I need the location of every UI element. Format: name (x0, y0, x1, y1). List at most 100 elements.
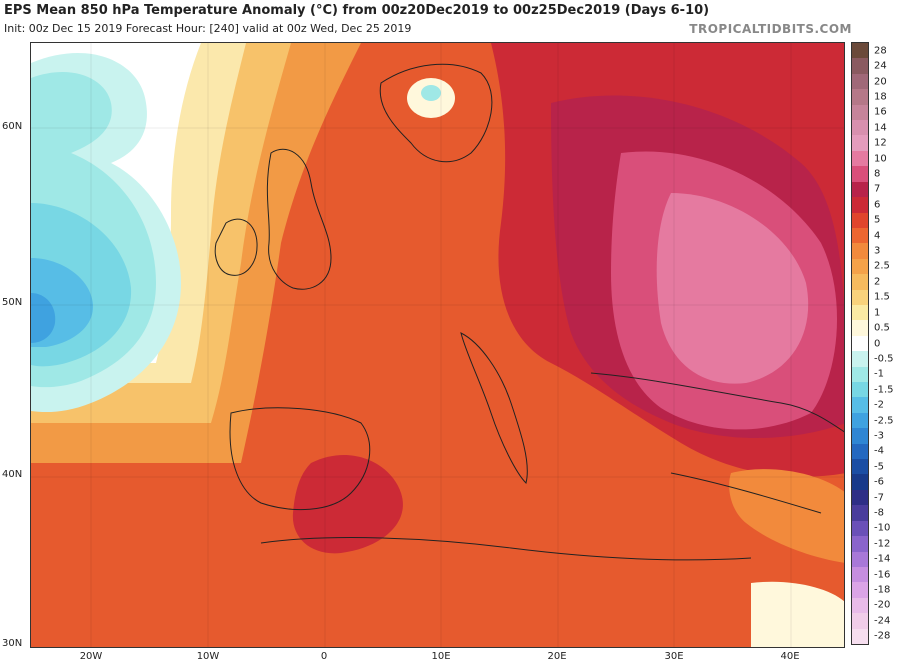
colorbar-label: -2.5 (874, 415, 894, 427)
colorbar-swatch (852, 382, 868, 398)
middle-east-light-patch (751, 581, 844, 647)
colorbar-swatch (852, 258, 868, 275)
colorbar-label: -2 (874, 399, 884, 411)
lon-label-40e: 40E (780, 651, 800, 662)
italy-outline (460, 332, 528, 484)
colorbar-label: 24 (874, 60, 887, 72)
colorbar-swatch (852, 274, 868, 291)
lon-label-10e: 10E (431, 651, 451, 662)
map-subtitle: Init: 00z Dec 15 2019 Forecast Hour: [24… (4, 22, 412, 35)
brand-watermark[interactable]: TROPICALTIDBITS.COM (689, 22, 852, 36)
lat-label-60n: 60N (2, 121, 23, 132)
lat-label-30n: 30N (2, 638, 23, 649)
colorbar-swatch (852, 335, 868, 352)
colorbar-label: -24 (874, 615, 891, 627)
colorbar-label: -1 (874, 368, 884, 380)
colorbar-label: -12 (874, 538, 891, 550)
colorbar-swatch (852, 150, 868, 167)
colorbar-swatch (852, 613, 868, 630)
colorbar (851, 42, 869, 645)
colorbar-label: 1 (874, 307, 881, 319)
colorbar-swatch (852, 366, 868, 383)
colorbar-swatch (852, 304, 868, 321)
colorbar-swatch (852, 73, 868, 90)
colorbar-swatch (852, 597, 868, 614)
colorbar-label: -7 (874, 492, 884, 504)
colorbar-swatch (852, 443, 868, 460)
colorbar-label: 0 (874, 338, 881, 349)
colorbar-swatch (852, 89, 868, 106)
colorbar-swatch (852, 120, 868, 136)
colorbar-label: 14 (874, 122, 887, 134)
colorbar-label: -16 (874, 569, 891, 581)
colorbar-swatch (852, 212, 868, 229)
colorbar-swatch (852, 181, 868, 198)
colorbar-label: -28 (874, 630, 891, 642)
graticule (31, 43, 844, 647)
colorbar-label: -1.5 (874, 384, 894, 396)
coastlines (214, 63, 844, 561)
anomaly-field-cold5 (31, 293, 56, 343)
colorbar-swatch (852, 536, 868, 553)
colorbar-label: 5 (874, 214, 881, 226)
colorbar-swatch (852, 289, 868, 306)
colorbar-swatch (852, 351, 868, 368)
colorbar-swatch (852, 320, 868, 337)
colorbar-label: 10 (874, 153, 887, 165)
lon-label-20e: 20E (547, 651, 567, 662)
colorbar-label: -3 (874, 430, 884, 442)
colorbar-label: 16 (874, 106, 887, 118)
colorbar-label: -20 (874, 599, 891, 611)
lon-label-10w: 10W (196, 651, 220, 662)
north-africa-coast (260, 537, 752, 561)
map-canvas (31, 43, 844, 647)
colorbar-swatch (852, 397, 868, 414)
colorbar-label: -18 (874, 584, 891, 596)
colorbar-label: 3 (874, 245, 881, 257)
colorbar-swatch (852, 582, 868, 599)
colorbar-label: 2.5 (874, 260, 890, 272)
colorbar-label: 7 (874, 183, 881, 195)
colorbar-label: 0.5 (874, 322, 890, 334)
lon-label-20w: 20W (79, 651, 103, 662)
lat-label-40n: 40N (2, 469, 23, 480)
colorbar-swatch (852, 428, 868, 445)
great-britain-outline (266, 148, 332, 290)
colorbar-swatch (852, 489, 868, 506)
colorbar-label: -14 (874, 553, 891, 565)
anomaly-field-pink (656, 193, 809, 384)
colorbar-label: 8 (874, 168, 881, 180)
lon-label-30e: 30E (664, 651, 684, 662)
scandinavia-outline (379, 63, 493, 163)
colorbar-label: -6 (874, 476, 884, 488)
colorbar-swatch (852, 104, 868, 121)
colorbar-swatch (852, 474, 868, 491)
colorbar-label: -5 (874, 461, 884, 473)
colorbar-swatch (852, 43, 868, 59)
colorbar-label: -4 (874, 445, 884, 457)
colorbar-swatch (852, 412, 868, 429)
colorbar-swatch (852, 566, 868, 583)
colorbar-swatch (852, 166, 868, 183)
colorbar-swatch (852, 520, 868, 537)
iberia-outline (229, 407, 371, 511)
anatolia-warm-patch (729, 469, 844, 563)
colorbar-swatch (852, 505, 868, 522)
ireland-outline (214, 218, 258, 276)
colorbar-label: -10 (874, 522, 891, 534)
turkey-coast (670, 472, 822, 514)
anomaly-map (30, 42, 845, 648)
colorbar-label: 28 (874, 45, 887, 57)
colorbar-swatch (852, 135, 868, 152)
colorbar-label: 18 (874, 91, 887, 103)
colorbar-swatch (852, 628, 868, 645)
colorbar-swatch (852, 197, 868, 213)
colorbar-label: 4 (874, 230, 881, 242)
colorbar-label: 20 (874, 76, 887, 88)
colorbar-label: -8 (874, 507, 884, 519)
colorbar-label: 6 (874, 199, 881, 211)
lat-label-50n: 50N (2, 297, 23, 308)
map-title: EPS Mean 850 hPa Temperature Anomaly (°C… (4, 3, 710, 18)
colorbar-label: 2 (874, 276, 881, 288)
colorbar-swatch (852, 243, 868, 260)
